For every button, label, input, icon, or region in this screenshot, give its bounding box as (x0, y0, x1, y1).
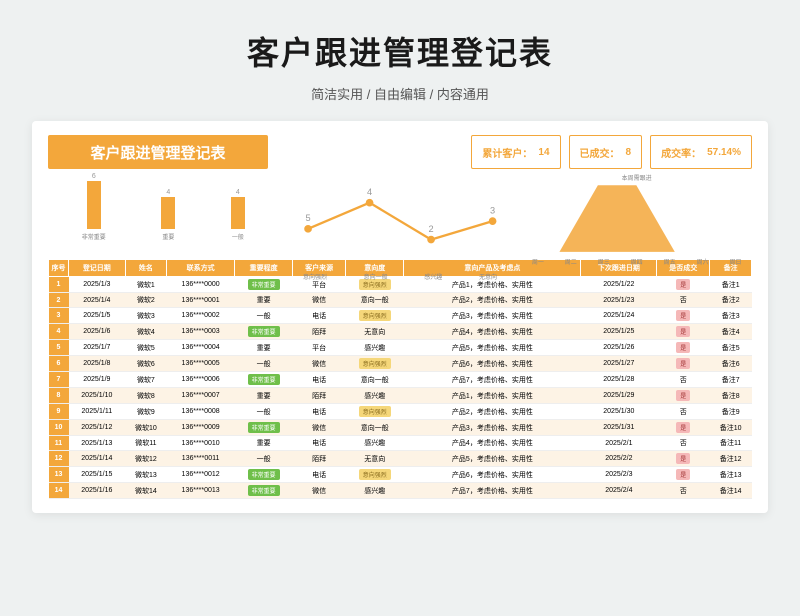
page-subtitle: 简洁实用 / 自由编辑 / 内容通用 (0, 84, 800, 121)
page-title: 客户跟进管理登记表 (0, 0, 800, 84)
bar-chart: 6非常重要4重要4一般 (48, 175, 279, 253)
data-table: 序号登记日期姓名联系方式重要程度客户来源意向度意向产品及考虑点下次跟进日期是否成… (48, 259, 752, 499)
table-row: 72025/1/9微软7136****0006非常重要电话意向一般产品7，考虑价… (49, 372, 752, 388)
table-row: 52025/1/7微软5136****0004重要平台感兴趣产品5，考虑价格、实… (49, 340, 752, 356)
table-row: 142025/1/16微软14136****0013非常重要微信感兴趣产品7，考… (49, 483, 752, 499)
table-header: 姓名 (125, 260, 167, 277)
svg-text:4: 4 (367, 187, 372, 197)
svg-text:2: 2 (428, 224, 433, 234)
table-row: 92025/1/11微软9136****0008一般电话意向强烈产品2，考虑价格… (49, 404, 752, 420)
charts-row: 6非常重要4重要4一般 5423 意向强烈意向一般感兴趣无意向 本周需跟进 周一… (48, 175, 752, 253)
svg-text:5: 5 (305, 213, 310, 223)
table-row: 102025/1/12微软10136****0009非常重要微信意向一般产品3，… (49, 420, 752, 436)
svg-text:3: 3 (490, 205, 495, 215)
table-row: 112025/1/13微软11136****0010重要电话感兴趣产品4，考虑价… (49, 436, 752, 451)
stat-deals: 已成交：8 (569, 135, 643, 169)
table-row: 22025/1/4微软2136****0001重要微信意向一般产品2，考虑价格、… (49, 293, 752, 308)
table-header: 联系方式 (167, 260, 235, 277)
table-header: 序号 (49, 260, 69, 277)
table-row: 122025/1/14微软12136****0011一般陌拜无意向产品5，考虑价… (49, 451, 752, 467)
table-row: 32025/1/5微软3136****0002一般电话意向强烈产品3，考虑价格、… (49, 308, 752, 324)
stat-rate: 成交率：57.14% (650, 135, 752, 169)
stat-total: 累计客户：14 (471, 135, 560, 169)
spreadsheet: 客户跟进管理登记表 累计客户：14 已成交：8 成交率：57.14% 6非常重要… (32, 121, 768, 513)
table-header: 登记日期 (69, 260, 126, 277)
area-chart: 本周需跟进 周一周二周三周四周五周六周日 (521, 175, 752, 253)
table-row: 82025/1/10微软8136****0007重要陌拜感兴趣产品1，考虑价格、… (49, 388, 752, 404)
sheet-inner-title: 客户跟进管理登记表 (48, 135, 268, 169)
top-row: 客户跟进管理登记表 累计客户：14 已成交：8 成交率：57.14% (48, 135, 752, 169)
area-chart-title: 本周需跟进 (622, 173, 652, 182)
line-chart: 5423 意向强烈意向一般感兴趣无意向 (285, 175, 516, 253)
table-row: 132025/1/15微软13136****0012非常重要电话意向强烈产品6，… (49, 467, 752, 483)
table-row: 42025/1/6微软4136****0003非常重要陌拜无意向产品4，考虑价格… (49, 324, 752, 340)
table-row: 62025/1/8微软6136****0005一般微信意向强烈产品6，考虑价格、… (49, 356, 752, 372)
